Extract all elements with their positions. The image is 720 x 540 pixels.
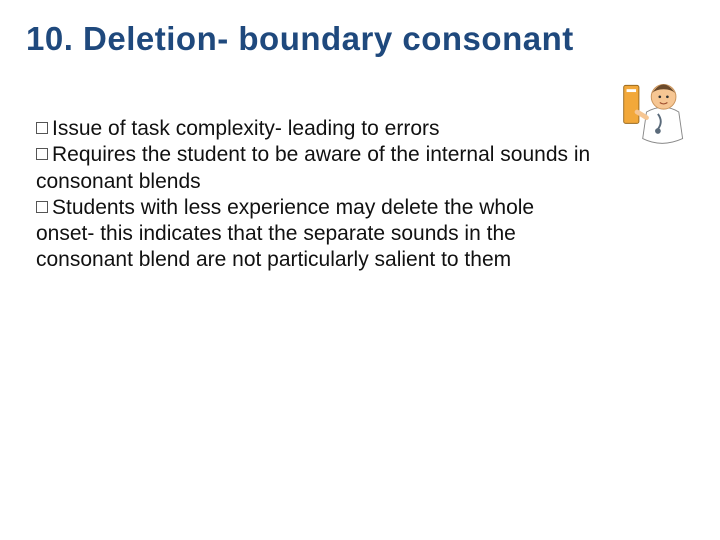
bullet-square-icon: [36, 148, 48, 160]
bullet-item: Students with less experience may delete…: [36, 195, 596, 274]
bullet-square-icon: [36, 122, 48, 134]
bullet-item: Requires the student to be aware of the …: [36, 142, 596, 195]
bullet-text: Requires the student to be aware of the …: [36, 143, 590, 192]
bullet-square-icon: [36, 201, 48, 213]
bullet-item: Issue of task complexity- leading to err…: [36, 116, 596, 142]
doctor-clipart-icon: [618, 74, 694, 150]
slide-body: Issue of task complexity- leading to err…: [36, 116, 596, 274]
bullet-text: Students with less experience may delete…: [36, 196, 534, 272]
bullet-text: Issue of task complexity- leading to err…: [52, 117, 440, 140]
swoosh-decoration-icon: [0, 400, 400, 540]
slide: 10. Deletion- boundary consonant Issue o…: [0, 0, 720, 540]
slide-title: 10. Deletion- boundary consonant: [26, 20, 694, 58]
